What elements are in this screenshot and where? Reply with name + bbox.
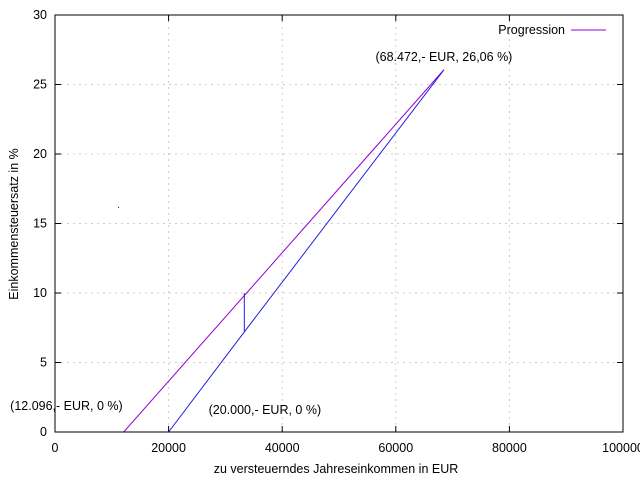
x-tick-label: 40000 — [265, 441, 300, 455]
series — [118, 69, 445, 433]
x-tick-label: 0 — [52, 441, 59, 455]
x-tick-label: 20000 — [151, 441, 186, 455]
annotation-label: (68.472,- EUR, 26,06 %) — [375, 50, 512, 64]
y-tick-label: 25 — [33, 78, 47, 92]
x-tick-label: 60000 — [378, 441, 413, 455]
series-line-0 — [123, 69, 445, 433]
series-line-1 — [168, 69, 445, 433]
y-tick-label: 5 — [40, 356, 47, 370]
ticks: 0 20000 40000 60000 80000 100000 0 5 10 15 20 25 30 — [33, 8, 640, 455]
legend: Progression — [498, 23, 606, 37]
y-tick-label: 15 — [33, 217, 47, 231]
y-tick-label: 0 — [40, 425, 47, 439]
y-tick-label: 20 — [33, 147, 47, 161]
annotation-label: (20.000,- EUR, 0 %) — [209, 403, 322, 417]
annotations: (68.472,- EUR, 26,06 %) (12.096,- EUR, 0 … — [10, 50, 512, 417]
x-axis-label: zu versteuerndes Jahreseinkommen in EUR — [214, 462, 459, 476]
y-tick-label: 30 — [33, 8, 47, 22]
y-axis-label: Einkommensteuersatz in % — [7, 148, 21, 299]
x-tick-label: 80000 — [492, 441, 527, 455]
x-tick-label: 100000 — [602, 441, 640, 455]
y-tick-label: 10 — [33, 286, 47, 300]
annotation-label: (12.096,- EUR, 0 %) — [10, 399, 123, 413]
plot-border — [54, 14, 624, 433]
grid — [55, 15, 623, 432]
data-point — [118, 206, 120, 208]
legend-label-progression: Progression — [498, 23, 565, 37]
